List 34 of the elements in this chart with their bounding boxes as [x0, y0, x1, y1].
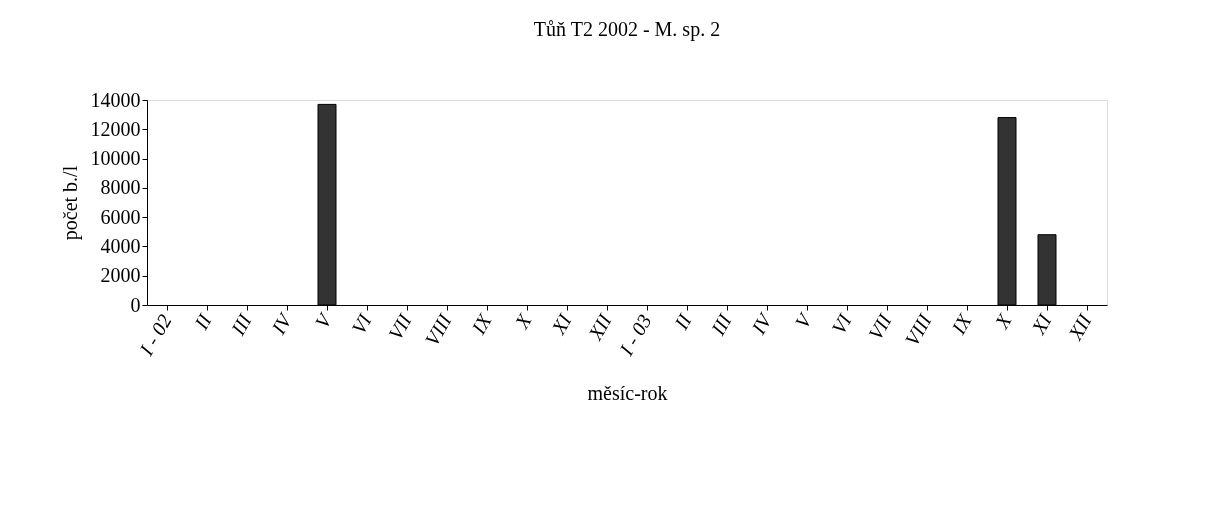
x-tick-label: VIII — [900, 309, 937, 350]
x-tick-label: IX — [466, 309, 497, 339]
y-axis-title: počet b./l — [58, 165, 82, 241]
x-tick-label: XI — [1026, 309, 1057, 339]
x-tick-label: VIII — [420, 309, 457, 350]
y-tick-label: 2000 — [100, 264, 141, 287]
x-tick-label: X — [510, 309, 537, 333]
y-tick-label: 6000 — [100, 205, 141, 228]
x-tick-label: XI — [546, 309, 577, 339]
x-tick-label: VII — [863, 309, 897, 344]
y-tick-label: 12000 — [90, 117, 141, 140]
x-tick-label: VI — [347, 309, 377, 338]
x-tick-label: VII — [383, 309, 417, 344]
x-tick-label: II — [669, 309, 697, 334]
x-tick-label: XII — [583, 309, 617, 345]
x-tick-label: V — [310, 308, 338, 333]
y-tick-label: 8000 — [100, 176, 141, 199]
x-tick-label: V — [790, 308, 818, 333]
x-tick-label: III — [226, 309, 257, 340]
chart-title: Tůň T2 2002 - M. sp. 2 — [533, 18, 721, 41]
x-tick-label: VI — [827, 309, 857, 338]
x-tick-label: I - 03 — [614, 310, 656, 360]
x-tick-label: III — [706, 309, 737, 340]
y-tick-label: 0 — [130, 293, 141, 316]
x-tick-label: X — [990, 309, 1017, 333]
x-tick-label: II — [189, 309, 217, 334]
x-tick-label: IV — [266, 308, 298, 339]
y-tick-label: 10000 — [90, 147, 141, 170]
y-tick-label: 4000 — [100, 234, 141, 257]
x-tick-label: IX — [946, 309, 977, 339]
x-tick-label: IV — [746, 308, 778, 339]
y-tick-label: 14000 — [90, 88, 141, 111]
x-tick-label: XII — [1063, 309, 1097, 345]
x-axis-title: měsíc-rok — [587, 382, 668, 405]
